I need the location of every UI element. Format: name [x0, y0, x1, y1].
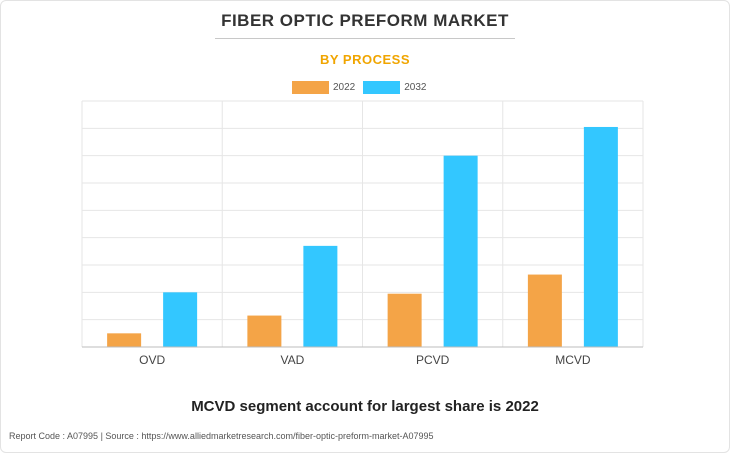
legend-label-2022: 2022 — [333, 81, 356, 93]
legend-swatch-2032 — [363, 80, 401, 94]
bar-2022-ovd — [107, 333, 142, 347]
chart-subtitle: BY PROCESS — [319, 52, 410, 67]
bar-2022-mcvd — [527, 274, 562, 347]
chart-insight: MCVD segment account for largest share i… — [191, 398, 539, 415]
x-tick-label: PCVD — [416, 353, 450, 367]
bar-2032-pcvd — [443, 155, 478, 347]
x-tick-label: MCVD — [555, 353, 591, 367]
bar-2022-vad — [247, 315, 282, 347]
legend-item-2032[interactable]: 2032 — [363, 80, 427, 94]
bar-2032-vad — [303, 245, 338, 347]
legend-swatch-2022 — [292, 80, 329, 94]
report-footer: Report Code : A07995 | Source : https://… — [9, 431, 434, 441]
bar-2032-ovd — [163, 292, 198, 347]
legend-item-2022[interactable]: 2022 — [292, 80, 356, 94]
title-divider — [215, 38, 515, 39]
bar-2022-pcvd — [387, 293, 422, 347]
legend-label-2032: 2032 — [404, 81, 427, 93]
x-tick-label: OVD — [139, 353, 165, 367]
chart-title: FIBER OPTIC PREFORM MARKET — [221, 11, 509, 30]
bar-2032-mcvd — [583, 126, 618, 347]
x-tick-label: VAD — [280, 353, 304, 367]
chart-legend: 2022 2032 — [292, 80, 435, 94]
